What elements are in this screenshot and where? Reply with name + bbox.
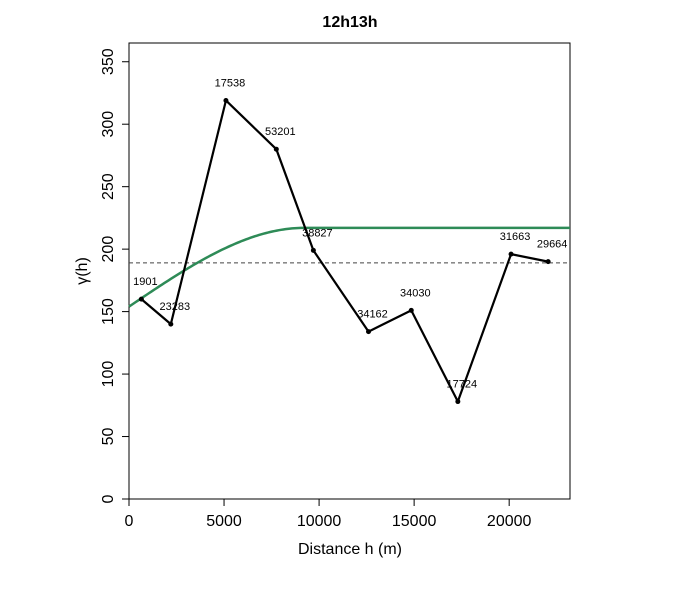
point-label-8: 31663	[500, 231, 531, 243]
data-point-7	[455, 399, 461, 405]
y-tick-label-2: 100	[100, 361, 117, 388]
point-label-3: 53201	[265, 126, 296, 138]
point-label-6: 34030	[400, 287, 431, 299]
empirical-line	[140, 99, 549, 403]
model-curve	[128, 226, 570, 308]
x-tick-label-2: 10000	[297, 513, 342, 530]
data-point-3	[273, 146, 279, 152]
data-point-6	[408, 307, 414, 313]
x-axis-label: Distance h (m)	[298, 541, 402, 558]
data-point-4	[310, 247, 316, 253]
x-tick-label-0: 0	[125, 513, 134, 530]
point-label-2: 17538	[215, 77, 246, 89]
x-tick-label-3: 15000	[392, 513, 437, 530]
y-tick-label-0: 0	[100, 494, 117, 503]
point-label-4: 38827	[302, 227, 333, 239]
y-tick-label-7: 350	[100, 48, 117, 75]
y-tick-label-1: 50	[100, 428, 117, 446]
y-axis-label: γ(h)	[74, 257, 91, 285]
data-point-9	[545, 259, 551, 265]
point-label-0: 1901	[133, 276, 157, 288]
y-tick-label-5: 250	[100, 173, 117, 200]
data-point-2	[223, 97, 229, 103]
x-tick-label-4: 20000	[487, 513, 532, 530]
chart-title: 12h13h	[322, 14, 377, 31]
point-label-1: 23283	[160, 301, 191, 313]
data-point-5	[366, 329, 372, 335]
y-tick-label-3: 150	[100, 298, 117, 325]
y-axis: 0 50 100 150 200 250 300 350	[100, 48, 129, 503]
y-tick-label-6: 300	[100, 111, 117, 138]
empirical-series-layer: 1901 23283 17538 53201 38827 34162 34030 17724 3…	[133, 77, 568, 405]
x-tick-label-1: 5000	[206, 513, 242, 530]
data-point-1	[168, 321, 174, 327]
point-label-7: 17724	[447, 379, 478, 391]
y-tick-label-4: 200	[100, 236, 117, 263]
data-point-8	[508, 251, 514, 257]
point-label-9: 29664	[537, 239, 568, 251]
model-curve-layer	[128, 226, 570, 308]
plot-frame	[128, 42, 571, 500]
data-point-0	[138, 296, 144, 302]
x-axis: 0 5000 10000 15000 20000	[125, 499, 532, 530]
point-label-5: 34162	[357, 309, 388, 321]
